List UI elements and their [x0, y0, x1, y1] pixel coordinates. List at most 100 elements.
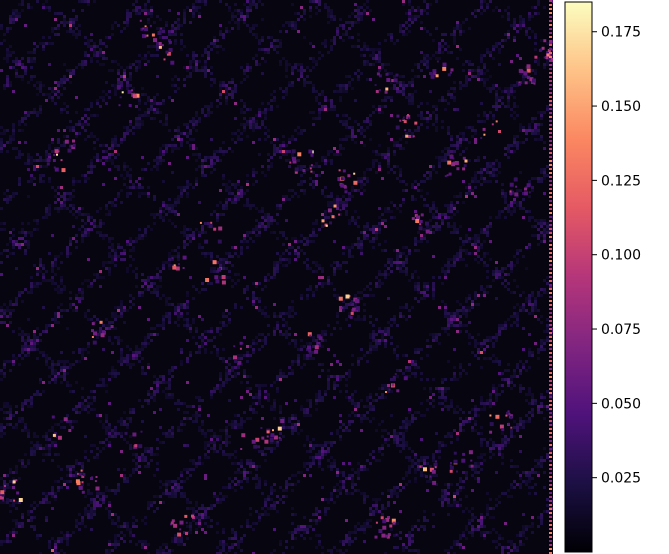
heatmap-cell	[243, 102, 246, 105]
heatmap-cell	[228, 318, 231, 321]
heatmap-cell	[321, 189, 324, 192]
heatmap-cell	[237, 27, 240, 30]
heatmap-cell	[456, 45, 459, 48]
heatmap-cell	[162, 210, 165, 213]
heatmap-cell	[432, 399, 435, 402]
heatmap-cell	[54, 288, 57, 291]
heatmap-cell	[498, 384, 501, 387]
heatmap-cell	[42, 264, 45, 267]
heatmap-cell	[84, 234, 87, 237]
heatmap-cell	[513, 135, 516, 138]
heatmap-cell	[360, 186, 363, 189]
heatmap-cell	[411, 96, 414, 99]
heatmap-cell	[492, 387, 495, 390]
heatmap-cell	[225, 3, 228, 6]
heatmap-cell	[414, 297, 417, 300]
heatmap-cell	[192, 51, 195, 54]
heatmap-cell	[309, 111, 312, 114]
heatmap-cell	[366, 117, 369, 120]
heatmap-cell	[354, 21, 357, 24]
heatmap-cell	[381, 66, 384, 69]
heatmap-cell	[513, 264, 516, 267]
heatmap-cell	[36, 219, 39, 222]
heatmap-cell	[111, 243, 114, 246]
heatmap-cell	[114, 255, 117, 258]
heatmap-cell	[516, 312, 519, 315]
heatmap-cell	[348, 15, 351, 18]
heatmap-cell	[198, 399, 201, 402]
heatmap-cell	[234, 198, 237, 201]
heatmap-cell	[78, 351, 81, 354]
heatmap-cell	[114, 336, 117, 339]
heatmap-cell	[141, 291, 144, 294]
heatmap-cell	[477, 303, 480, 306]
heatmap-cell	[540, 123, 543, 126]
heatmap-cell	[249, 27, 252, 30]
heatmap-cell	[363, 405, 366, 408]
heatmap-cell	[279, 204, 282, 207]
heatmap-cell	[111, 372, 114, 375]
heatmap-cell	[372, 225, 375, 228]
heatmap-cell	[27, 51, 30, 54]
heatmap-cell	[30, 234, 33, 237]
heatmap-cell	[390, 390, 393, 393]
heatmap-cell	[543, 168, 546, 171]
heatmap-cell	[441, 156, 444, 159]
heatmap-cell	[441, 213, 444, 216]
heatmap-cell	[525, 369, 528, 372]
heatmap-cell	[171, 369, 174, 372]
heatmap-cell	[249, 3, 252, 6]
heatmap-cell	[420, 51, 423, 54]
heatmap-cell	[129, 300, 132, 303]
heatmap-cell	[3, 366, 6, 369]
heatmap-cell	[45, 0, 48, 3]
heatmap-cell	[243, 276, 246, 279]
heatmap-cell	[243, 69, 246, 72]
heatmap-cell	[267, 48, 270, 51]
heatmap-cell	[81, 66, 84, 69]
heatmap-cell	[402, 30, 405, 33]
heatmap-cell	[156, 156, 159, 159]
heatmap-cell	[252, 183, 255, 186]
heatmap-cell	[375, 399, 378, 402]
heatmap-cell	[12, 60, 15, 63]
heatmap-cell	[459, 363, 462, 366]
heatmap-cell	[321, 108, 324, 111]
heatmap-cell	[186, 54, 189, 57]
heatmap-cell	[336, 375, 339, 378]
heatmap-cell	[156, 165, 159, 168]
heatmap-cell	[468, 189, 471, 192]
heatmap-cell	[285, 321, 288, 324]
heatmap-cell	[480, 294, 483, 297]
heatmap-cell	[36, 273, 39, 276]
heatmap-cell	[354, 219, 357, 222]
heatmap-cell	[429, 33, 432, 36]
heatmap-cell	[306, 75, 309, 78]
heatmap-cell	[45, 330, 48, 333]
heatmap-cell	[27, 6, 30, 9]
heatmap-cell	[375, 57, 378, 60]
heatmap-cell	[3, 411, 6, 414]
heatmap-cell	[534, 303, 537, 306]
heatmap-cell	[423, 117, 426, 120]
heatmap-cell	[357, 363, 360, 366]
heatmap-cell	[315, 396, 318, 399]
heatmap-cell	[402, 252, 405, 255]
heatmap-cell	[501, 276, 504, 279]
heatmap-cell	[534, 138, 537, 141]
heatmap-cell	[387, 207, 390, 210]
heatmap-cell	[300, 129, 303, 132]
heatmap-cell	[141, 405, 144, 408]
heatmap-cell	[321, 171, 324, 174]
heatmap-cell	[417, 129, 420, 132]
heatmap-cell	[303, 171, 306, 174]
heatmap-cell	[273, 147, 276, 150]
heatmap-cell	[498, 171, 501, 174]
heatmap-cell	[255, 396, 258, 399]
heatmap-cell	[339, 138, 342, 141]
heatmap-cell	[351, 21, 354, 24]
heatmap-cell	[183, 411, 186, 414]
heatmap-cell	[312, 270, 315, 273]
heatmap-cell	[366, 228, 369, 231]
heatmap-cell	[252, 291, 255, 294]
